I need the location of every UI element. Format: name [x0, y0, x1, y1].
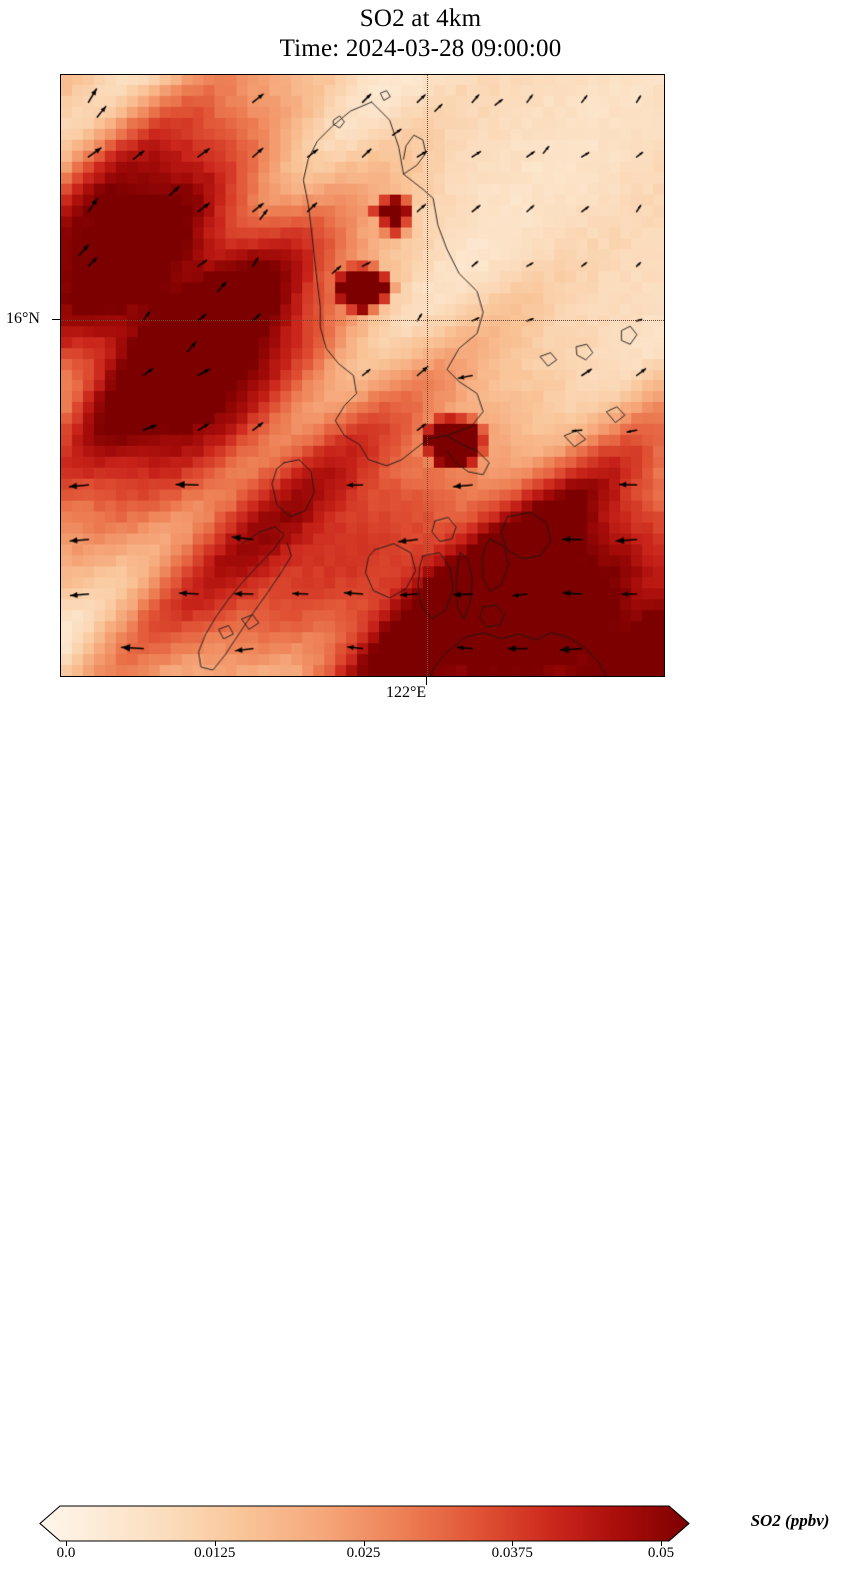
latitude-tick-label: 16°N: [6, 310, 40, 327]
colorbar-tick-label: 0.0125: [194, 1545, 236, 1561]
title-variable-level: SO2 at 4km: [359, 5, 482, 32]
colorbar-tick-row: 0.0 0.0125 0.025 0.0375 0.05: [0, 1541, 841, 1569]
figure-title: SO2 at 4km Time: 2024-03-28 09:00:00: [0, 4, 841, 64]
colorbar-tick-label: 0.05: [647, 1545, 675, 1561]
title-timestamp: Time: 2024-03-28 09:00:00: [279, 35, 562, 62]
colorbar-unit-label: SO2 (ppbv): [750, 1511, 830, 1530]
latitude-tick-mark: [52, 319, 60, 320]
so2-concentration-heatmap: [61, 75, 664, 676]
map-plot-area[interactable]: [60, 74, 665, 677]
colorbar: 0.0 0.0125 0.025 0.0375 0.05 SO2 (ppbv): [0, 745, 841, 1561]
colorbar-tick-label: 0.0: [56, 1545, 76, 1561]
colorbar-tick-label: 0.0375: [491, 1545, 533, 1561]
longitude-tick-mark: [426, 677, 427, 685]
colorbar-tick-label: 0.025: [346, 1545, 381, 1561]
colorbar-gradient-bar: [39, 1505, 690, 1542]
longitude-tick-label: 122°E: [386, 684, 427, 701]
